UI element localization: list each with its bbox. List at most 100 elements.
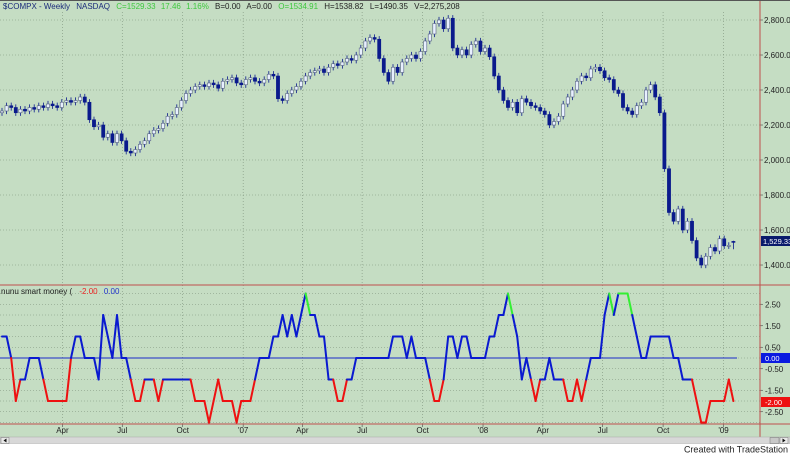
candle xyxy=(588,65,593,81)
candle xyxy=(717,235,722,255)
candle xyxy=(335,60,340,69)
candle-body xyxy=(469,44,474,56)
indicator-segment xyxy=(626,292,634,316)
indicator-value-2: 0.00 xyxy=(104,287,120,296)
arrow-left-icon[interactable] xyxy=(0,437,10,444)
horizontal-scrollbar[interactable] xyxy=(0,436,790,445)
date-tick-label: Oct xyxy=(416,426,429,435)
candle xyxy=(478,37,483,55)
indicator-segment xyxy=(152,378,160,402)
candle xyxy=(101,121,106,141)
price-candles xyxy=(0,15,736,269)
footer-background xyxy=(0,444,790,454)
candle xyxy=(248,74,253,83)
candle-body xyxy=(653,84,658,98)
candle xyxy=(211,79,216,88)
candle xyxy=(138,141,142,153)
indicator-segment xyxy=(585,357,592,381)
candle-body xyxy=(579,75,584,82)
candle-body xyxy=(216,84,221,89)
candle-body xyxy=(607,77,612,80)
candle xyxy=(193,83,198,94)
candle xyxy=(285,90,290,104)
indicator-segment xyxy=(543,357,551,381)
change-value: 17.46 xyxy=(161,2,182,11)
date-tick-label: Jul xyxy=(117,426,127,435)
candle-body xyxy=(584,75,589,79)
candle-body xyxy=(230,77,234,80)
candle-body xyxy=(510,101,515,108)
candle xyxy=(616,86,621,97)
indicator-segment xyxy=(93,357,100,381)
candle xyxy=(487,44,492,60)
indicator-segment xyxy=(139,378,146,402)
candle xyxy=(280,95,285,104)
candle-body xyxy=(303,75,308,82)
candle xyxy=(170,111,175,120)
candle xyxy=(542,107,547,118)
candle xyxy=(708,244,713,260)
candle xyxy=(381,55,386,76)
indicator-segment xyxy=(424,357,431,381)
candle-body xyxy=(685,220,690,231)
candle xyxy=(377,36,382,62)
candle xyxy=(124,137,129,155)
indicator-segment xyxy=(695,400,703,424)
candle xyxy=(538,104,543,115)
candle-body xyxy=(372,37,377,40)
candle xyxy=(340,58,345,69)
indicator-segment xyxy=(511,314,519,338)
candle xyxy=(326,64,331,76)
indicator-segment xyxy=(727,378,735,402)
candle xyxy=(230,74,234,83)
candle-body xyxy=(409,54,414,59)
indicator-segment xyxy=(290,314,298,338)
candle-body xyxy=(110,133,115,143)
indicator-segment xyxy=(635,335,643,359)
candle xyxy=(174,104,179,118)
candle xyxy=(584,72,589,81)
indicator-segment xyxy=(668,335,675,359)
candle-body xyxy=(41,105,46,108)
candle xyxy=(179,97,184,111)
candle-body xyxy=(18,108,23,114)
indicator-segment xyxy=(14,378,22,402)
candle-body xyxy=(326,66,331,73)
candle xyxy=(119,130,124,144)
indicator-segment xyxy=(456,335,463,359)
candle-body xyxy=(441,19,446,30)
candle xyxy=(358,44,363,59)
candle xyxy=(625,104,630,115)
candle-body xyxy=(46,103,50,108)
candle-body xyxy=(391,66,395,82)
low-value: L=1490.35 xyxy=(370,2,409,11)
candle xyxy=(128,148,133,157)
candle xyxy=(257,78,262,87)
candle xyxy=(634,102,639,118)
arrow-right-icon[interactable] xyxy=(779,437,789,444)
candle-body xyxy=(312,70,317,73)
candle-body xyxy=(363,40,368,49)
candle xyxy=(253,74,257,85)
date-tick-label: '09 xyxy=(718,426,729,435)
candle-body xyxy=(280,98,285,101)
candle xyxy=(685,218,690,234)
candle-body xyxy=(248,77,253,80)
candle-body xyxy=(294,86,299,91)
candle xyxy=(312,67,317,76)
candle xyxy=(473,37,478,48)
indicator-segment xyxy=(42,378,49,402)
candle xyxy=(455,44,460,59)
scrollbar-thumb[interactable] xyxy=(769,437,780,444)
candle-body xyxy=(588,68,593,79)
candle xyxy=(391,64,395,85)
candle-body xyxy=(671,212,676,222)
candle xyxy=(216,81,221,92)
indicator-segment xyxy=(580,378,588,402)
candle-body xyxy=(625,107,630,112)
indicator-segment xyxy=(723,378,730,402)
candle xyxy=(464,46,469,59)
date-tick-label: Oct xyxy=(176,426,189,435)
candle-body xyxy=(64,100,69,103)
indicator-tick-label: -2.50 xyxy=(765,408,784,417)
